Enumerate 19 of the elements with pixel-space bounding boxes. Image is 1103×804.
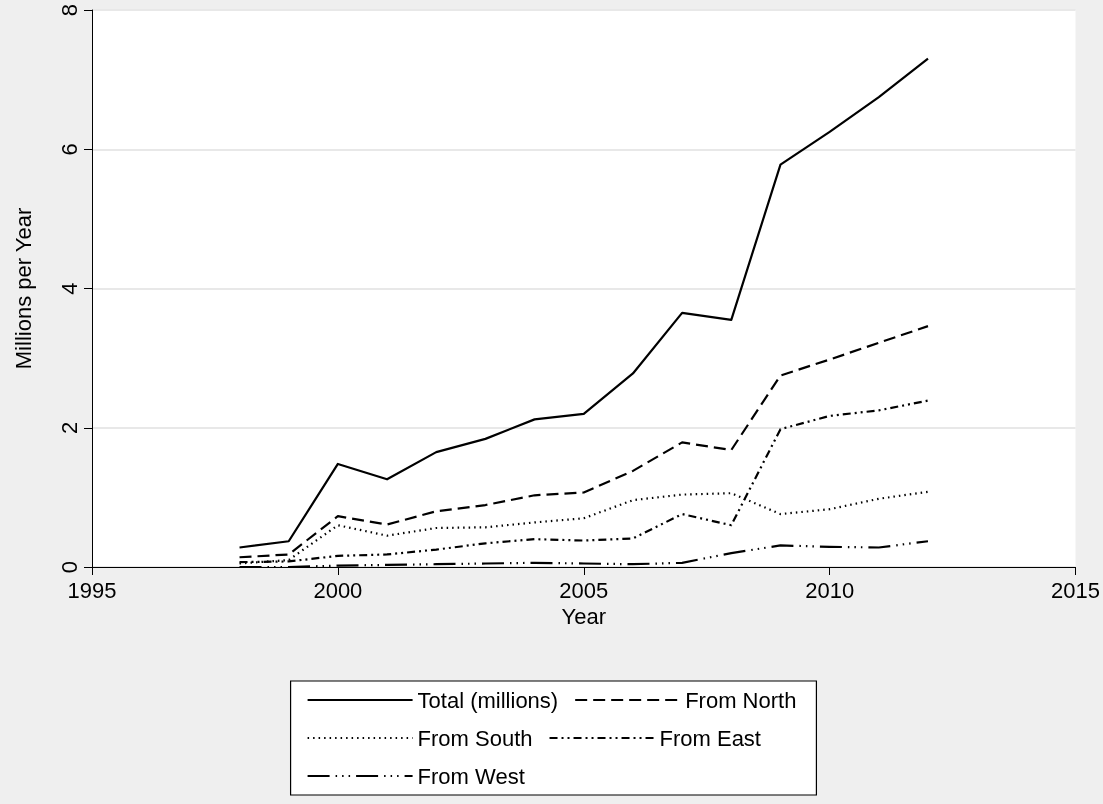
x-tick-label: 2000 — [313, 577, 363, 603]
y-tick-label: 0 — [56, 560, 82, 574]
legend-label: From West — [417, 763, 525, 789]
y-axis-title: Millions per Year — [10, 207, 36, 370]
legend-label: From East — [659, 725, 761, 751]
line-series — [238, 325, 930, 559]
x-tick-label: 2010 — [805, 577, 855, 603]
legend-label: From South — [417, 725, 533, 751]
legend-label: Total (millions) — [417, 687, 559, 713]
line-series — [238, 57, 930, 549]
y-tick-label: 4 — [56, 282, 82, 295]
y-tick-label: 6 — [56, 143, 82, 156]
x-tick-label: 1995 — [67, 577, 117, 603]
legend-label: From North — [685, 687, 797, 713]
x-tick-label: 2015 — [1051, 577, 1101, 603]
y-tick-label: 8 — [56, 3, 82, 17]
x-axis-title: Year — [561, 604, 606, 630]
y-tick-label: 2 — [56, 421, 82, 434]
x-tick-label: 2005 — [559, 577, 609, 603]
